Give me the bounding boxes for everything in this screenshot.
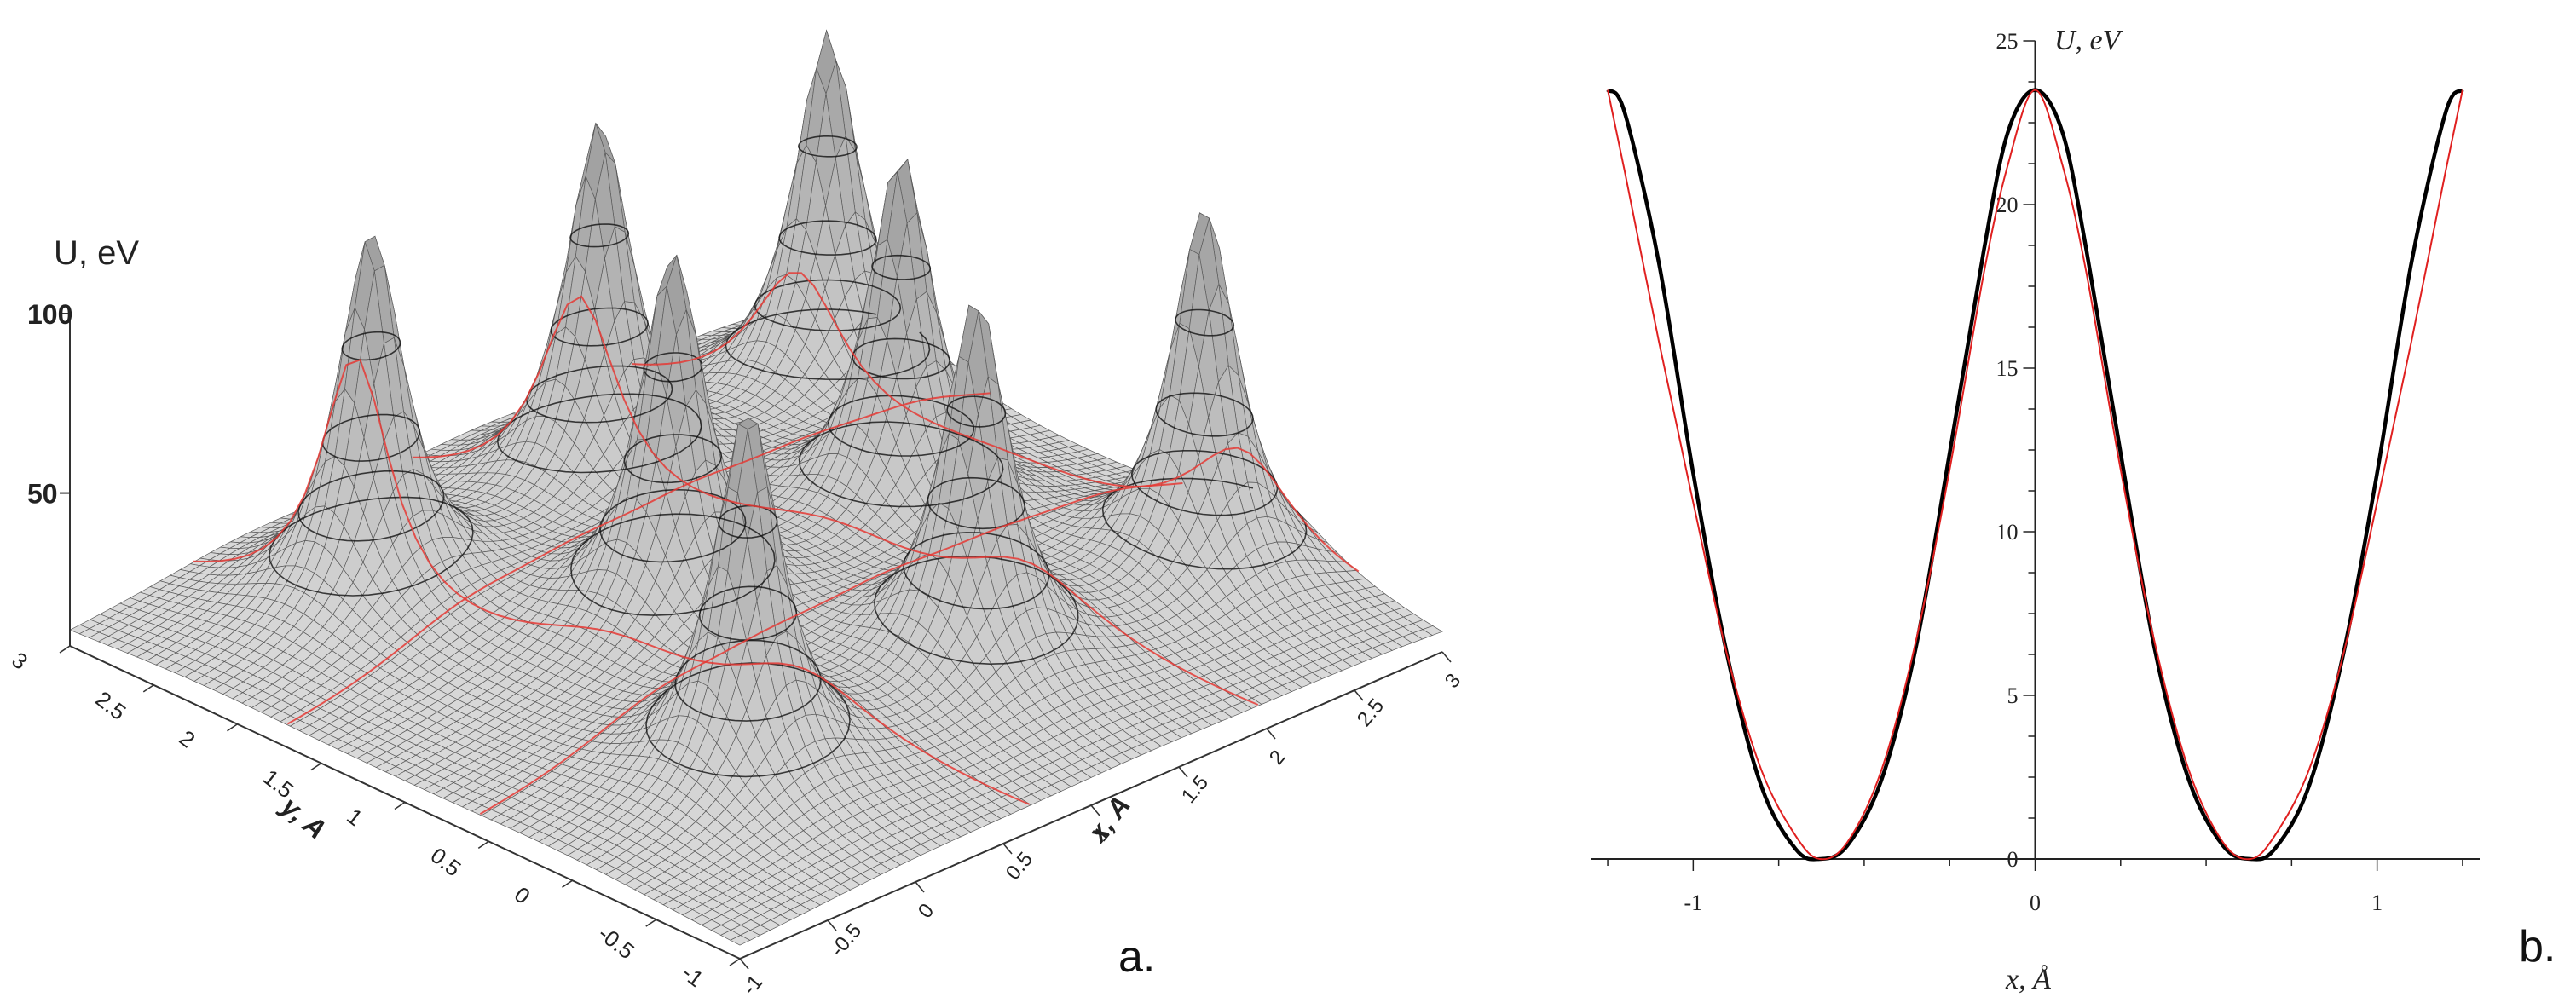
x-tick xyxy=(1090,804,1100,816)
y-tick xyxy=(477,840,489,850)
x-tick-label: 0 xyxy=(2030,891,2041,915)
x-tick-label: -1 xyxy=(738,971,767,1000)
y-tick xyxy=(729,958,741,966)
x-tick xyxy=(1002,843,1013,855)
y-tick-label: 1 xyxy=(342,804,367,832)
y-tick-label: 2.5 xyxy=(91,686,131,725)
x-tick-label: 2.5 xyxy=(1353,695,1389,731)
y-tick-label: 3 xyxy=(7,647,32,675)
x-tick xyxy=(1266,728,1276,740)
y-tick xyxy=(142,684,154,693)
y-tick-label: 0.5 xyxy=(426,842,466,881)
y-tick xyxy=(310,762,322,771)
x-tick-label: 1.5 xyxy=(1177,771,1213,808)
x-tick xyxy=(827,919,837,931)
x-axis-label: x, Å xyxy=(2005,964,2051,995)
y-tick xyxy=(394,801,406,810)
y-tick-label: 2 xyxy=(175,725,200,753)
series-line-red xyxy=(1607,89,2463,861)
y-tick xyxy=(562,879,573,888)
y-tick xyxy=(59,645,71,654)
x-tick xyxy=(739,958,749,970)
x-axis-label: x, A xyxy=(1081,790,1136,849)
y-tick-label: -1 xyxy=(677,960,708,992)
x-tick xyxy=(1178,766,1188,778)
y-tick-label: 10 xyxy=(1996,520,2019,545)
surface-plot: 50100-1-0.500.511.522.53-1-0.500.511.522… xyxy=(7,29,1465,1000)
z-tick-label: 100 xyxy=(27,299,72,330)
y-tick-label: 0 xyxy=(2007,847,2019,872)
y-tick xyxy=(645,919,657,927)
surface-mesh xyxy=(69,29,1443,946)
x-tick xyxy=(1354,689,1364,701)
x-tick-label: 1 xyxy=(2371,891,2383,915)
panel-label-a: a. xyxy=(1118,932,1155,982)
z-tick-label: 50 xyxy=(27,479,58,510)
z-axis-label: U, eV xyxy=(54,234,139,272)
series-group xyxy=(1606,88,2464,862)
y-axis-label: U, eV xyxy=(2054,25,2124,56)
y-tick-label: 5 xyxy=(2007,683,2019,708)
y-tick xyxy=(227,723,238,732)
x-tick xyxy=(1441,651,1452,663)
panel-label-b: b. xyxy=(2519,922,2556,971)
x-tick-label: 0.5 xyxy=(1002,848,1037,885)
y-tick-label: 0 xyxy=(510,881,535,909)
x-tick-label: 2 xyxy=(1265,746,1290,770)
y-tick-label: 15 xyxy=(1996,356,2019,381)
y-tick-label: -0.5 xyxy=(593,920,639,964)
x-tick xyxy=(915,881,925,893)
y-tick-label: 25 xyxy=(1996,29,2019,54)
x-tick-label: 0 xyxy=(914,899,939,923)
x-tick-label: -1 xyxy=(1684,891,1703,915)
x-tick-label: 3 xyxy=(1441,669,1465,693)
